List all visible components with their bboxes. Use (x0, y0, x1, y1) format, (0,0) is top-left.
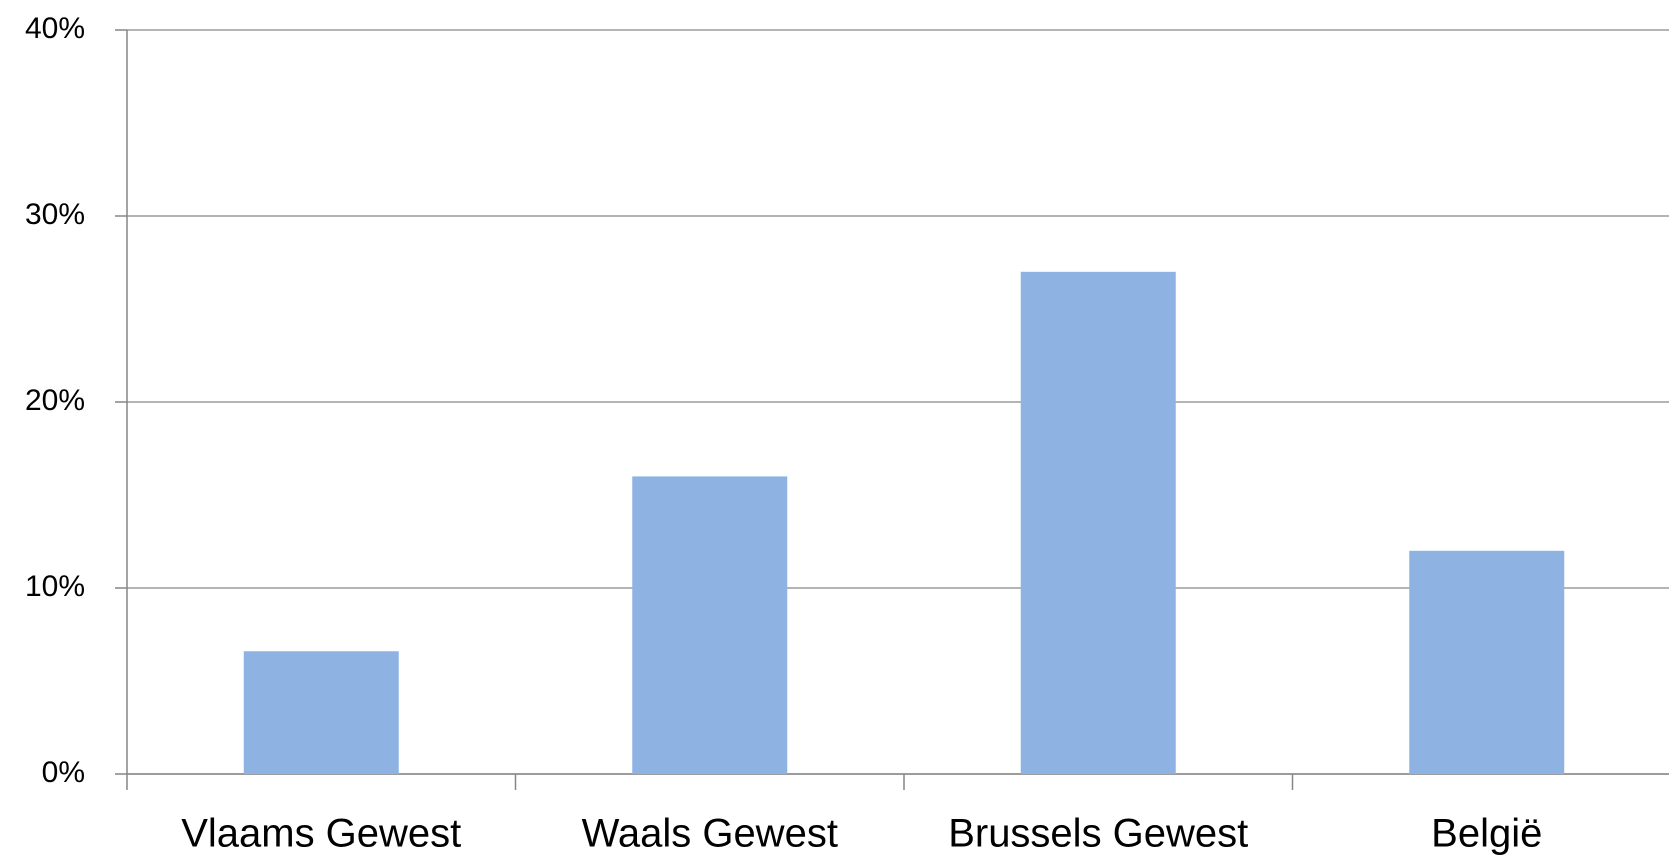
bar (632, 476, 788, 774)
bar (1409, 550, 1565, 774)
y-tick-label: 20% (25, 384, 85, 417)
bar (243, 651, 399, 774)
x-tick-label: Waals Gewest (582, 812, 838, 856)
y-tick-label: 40% (25, 12, 85, 45)
y-tick-label: 0% (42, 756, 85, 789)
x-tick-label: Brussels Gewest (948, 812, 1248, 856)
y-tick-label: 10% (25, 570, 85, 603)
x-tick-label: Vlaams Gewest (181, 812, 461, 856)
x-tick-label: België (1431, 812, 1542, 856)
y-tick-label: 30% (25, 198, 85, 231)
bar (1020, 271, 1176, 774)
